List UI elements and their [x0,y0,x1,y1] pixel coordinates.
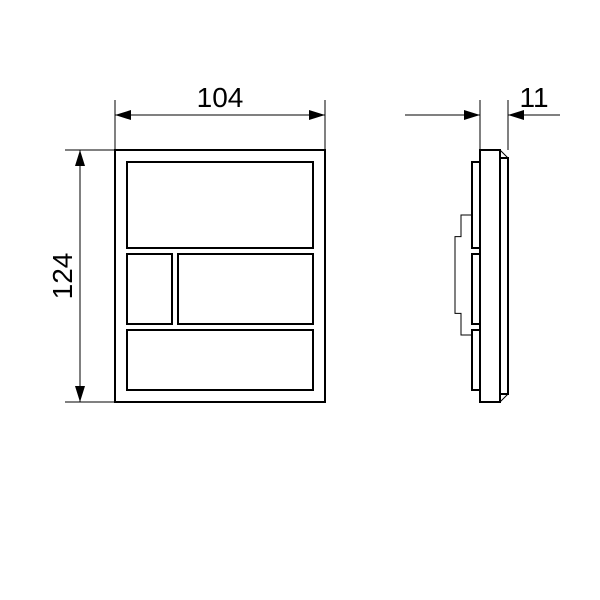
side-plate [480,150,500,402]
side-button-2 [472,330,480,390]
dim-depth-arrow [464,110,480,120]
front-panel-mid-left [127,254,172,324]
front-outer-frame [115,150,325,402]
dim-depth-label: 11 [519,82,548,113]
side-join [500,394,508,402]
dim-height-label: 124 [47,253,78,300]
side-button-0 [472,162,480,248]
front-panel-mid-right [178,254,313,324]
side-bracket [455,215,472,335]
front-panel-top [127,162,313,248]
front-panel-bottom [127,330,313,390]
dim-width-label: 104 [197,82,244,113]
dim-width-arrow [309,110,325,120]
dim-height-arrow [75,150,85,166]
side-join [500,150,508,158]
side-back-plate [500,158,508,394]
dim-width-arrow [115,110,131,120]
dim-height-arrow [75,386,85,402]
side-button-1 [472,254,480,324]
